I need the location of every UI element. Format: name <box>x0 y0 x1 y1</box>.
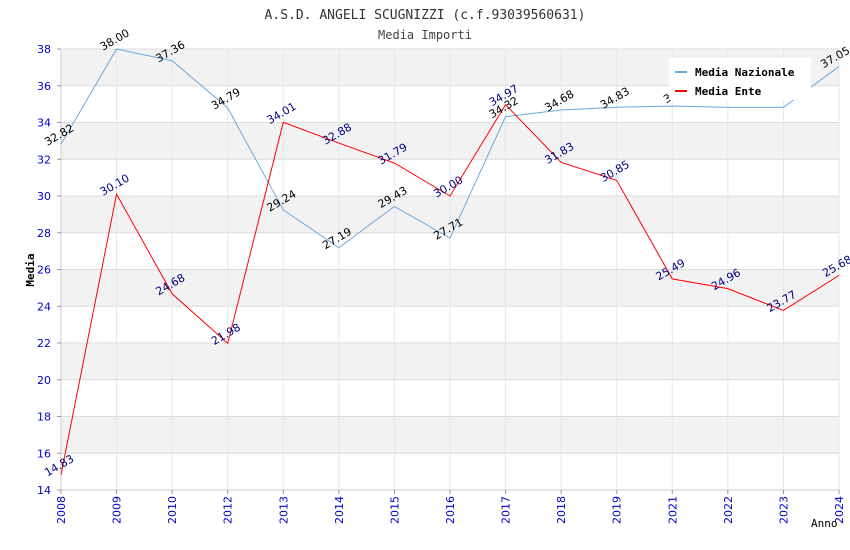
x-axis-ticks: 2008 2009 2010 2012 2013 2014 2015 2016 2017 2018… <box>55 490 846 524</box>
legend-label: Media Ente <box>695 85 762 98</box>
x-tick-label: 2010 <box>166 496 179 524</box>
x-tick-label: 2024 <box>833 496 846 524</box>
y-tick-label: 24 <box>37 300 51 313</box>
y-axis-label: Media <box>24 253 37 286</box>
y-tick-label: 20 <box>37 374 51 387</box>
x-tick-label: 2009 <box>111 496 124 524</box>
x-tick-label: 2008 <box>55 496 68 524</box>
y-tick-label: 18 <box>37 411 51 424</box>
x-tick-label: 2023 <box>777 496 790 524</box>
gridlines <box>60 48 840 491</box>
y-tick-label: 14 <box>37 484 51 497</box>
x-tick-label: 2015 <box>388 496 401 524</box>
x-tick-label: 2017 <box>500 496 513 524</box>
x-axis-label: Anno <box>811 517 838 530</box>
series-line-media-nazionale <box>60 48 840 249</box>
y-tick-label: 16 <box>37 447 51 460</box>
x-tick-label: 2016 <box>444 496 457 524</box>
y-axis-ticks: 14 16 18 20 22 24 26 28 30 32 34 36 38 <box>37 43 61 497</box>
x-tick-label: 2013 <box>277 496 290 524</box>
x-tick-label: 2012 <box>222 496 235 524</box>
y-tick-label: 34 <box>37 117 51 130</box>
y-tick-label: 22 <box>37 337 51 350</box>
y-tick-label: 32 <box>37 153 51 166</box>
x-tick-label: 2014 <box>333 496 346 524</box>
x-tick-label: 2021 <box>666 496 679 524</box>
series-line-media-ente <box>60 103 840 475</box>
series-lines <box>60 48 840 475</box>
chart-title: A.S.D. ANGELI SCUGNIZZI (c.f.93039560631… <box>265 8 586 23</box>
legend-box <box>669 58 811 100</box>
y-tick-label: 30 <box>37 190 51 203</box>
x-tick-label: 2018 <box>555 496 568 524</box>
y-tick-label: 38 <box>37 43 51 56</box>
chart-subtitle: Media Importi <box>378 28 472 42</box>
legend-label: Media Nazionale <box>695 66 795 79</box>
x-tick-label: 2019 <box>611 496 624 524</box>
x-tick-label: 2022 <box>722 496 735 524</box>
y-tick-label: 28 <box>37 227 51 240</box>
y-tick-label: 26 <box>37 264 51 277</box>
y-tick-label: 36 <box>37 80 51 93</box>
